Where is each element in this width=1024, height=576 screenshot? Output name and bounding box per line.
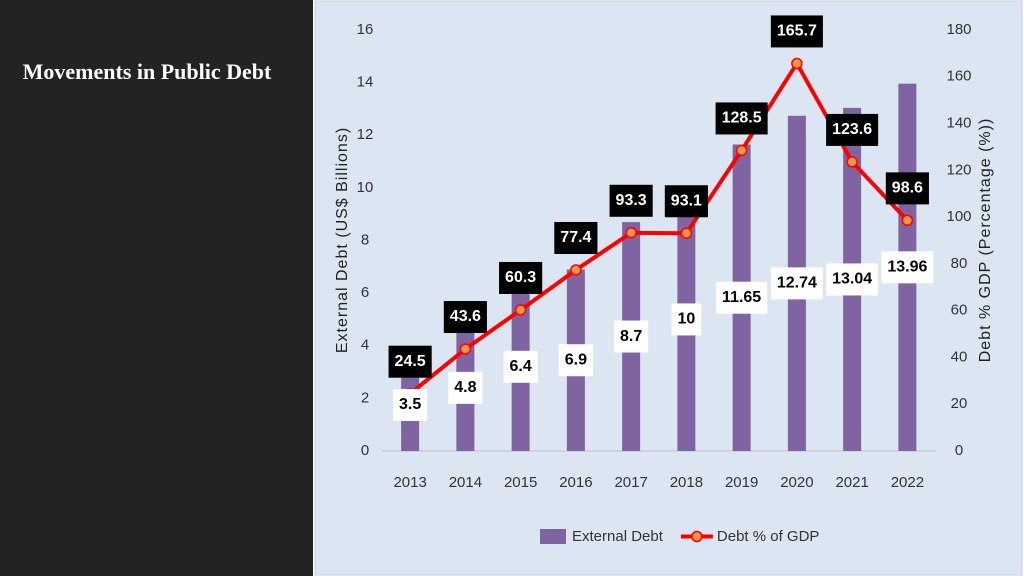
legend-swatch bbox=[691, 530, 703, 543]
x-tick-label: 2018 bbox=[670, 474, 703, 491]
data-label-box bbox=[609, 184, 653, 217]
y2-tick-label: 140 bbox=[946, 115, 971, 132]
y-axis-title: External Debt (US$ Billions) bbox=[334, 127, 351, 353]
legend-label: Debt % of GDP bbox=[717, 528, 820, 545]
data-label-box bbox=[388, 345, 432, 378]
data-label-box bbox=[664, 185, 708, 218]
data-label: 24.5 bbox=[395, 353, 426, 370]
data-label: 165.7 bbox=[777, 23, 817, 40]
legend-label: External Debt bbox=[572, 528, 664, 545]
x-tick-label: 2020 bbox=[780, 474, 813, 491]
data-label: 43.6 bbox=[450, 308, 481, 325]
data-label: 13.96 bbox=[887, 259, 927, 276]
y-tick-label: 0 bbox=[361, 442, 369, 459]
x-tick-label: 2015 bbox=[504, 474, 537, 491]
data-label-box bbox=[770, 15, 823, 48]
data-label-box bbox=[503, 350, 538, 383]
data-label-box bbox=[715, 102, 768, 135]
data-label: 10 bbox=[677, 311, 695, 328]
data-label: 11.65 bbox=[722, 289, 761, 306]
y-tick-label: 10 bbox=[357, 179, 374, 196]
legend-swatch bbox=[540, 529, 566, 544]
chart: External Debt (US$ Billions) Debt % GDP … bbox=[314, 0, 1023, 576]
x-tick-label: 2017 bbox=[614, 474, 647, 491]
x-tick-label: 2013 bbox=[393, 474, 426, 491]
data-label: 6.4 bbox=[510, 358, 532, 375]
y-tick-label: 4 bbox=[361, 337, 369, 354]
side-panel: Movements in Public Debt bbox=[0, 0, 313, 576]
data-label-box bbox=[558, 344, 593, 377]
data-label-box bbox=[826, 113, 879, 146]
data-label: 4.8 bbox=[454, 379, 476, 396]
data-label: 8.7 bbox=[620, 328, 642, 345]
line-marker bbox=[514, 304, 527, 316]
line-marker bbox=[901, 214, 914, 227]
data-label-box bbox=[716, 281, 768, 314]
line-marker bbox=[459, 343, 472, 355]
data-label: 123.6 bbox=[832, 121, 872, 138]
data-label: 98.6 bbox=[892, 180, 923, 197]
y-tick-label: 16 bbox=[357, 21, 374, 38]
y2-tick-label: 180 bbox=[946, 21, 971, 38]
data-label: 77.4 bbox=[560, 229, 591, 246]
data-label: 128.5 bbox=[722, 110, 762, 127]
line-marker bbox=[570, 264, 582, 276]
data-label-box bbox=[448, 371, 483, 404]
data-label: 12.74 bbox=[777, 275, 817, 292]
line-marker bbox=[625, 227, 637, 239]
data-label: 93.1 bbox=[671, 192, 702, 209]
y2-tick-label: 0 bbox=[955, 442, 963, 459]
y2-tick-label: 80 bbox=[951, 255, 968, 272]
line-marker bbox=[791, 57, 803, 70]
y2-tick-label: 20 bbox=[951, 395, 968, 412]
data-label-box bbox=[770, 267, 823, 300]
data-label-box bbox=[885, 172, 929, 205]
y2-tick-label: 40 bbox=[951, 348, 968, 365]
data-label-box bbox=[443, 301, 487, 334]
data-label: 6.9 bbox=[565, 351, 587, 368]
y-tick-label: 14 bbox=[357, 74, 374, 91]
data-label-box bbox=[614, 320, 649, 353]
x-tick-label: 2019 bbox=[725, 474, 758, 491]
x-tick-label: 2021 bbox=[835, 474, 868, 491]
data-label: 93.3 bbox=[616, 192, 647, 209]
y-tick-label: 8 bbox=[361, 231, 369, 248]
data-label: 60.3 bbox=[505, 269, 536, 286]
line bbox=[408, 61, 909, 396]
y-tick-label: 12 bbox=[357, 126, 374, 143]
y2-tick-label: 160 bbox=[946, 68, 971, 85]
x-tick-label: 2014 bbox=[449, 474, 482, 491]
data-label: 13.04 bbox=[832, 271, 872, 288]
data-label: 3.5 bbox=[399, 396, 421, 413]
line-marker bbox=[846, 156, 858, 168]
line-marker bbox=[735, 144, 748, 157]
line-marker bbox=[680, 227, 693, 239]
data-label-box bbox=[671, 303, 702, 336]
x-tick-label: 2016 bbox=[559, 474, 592, 491]
data-label-box bbox=[554, 221, 598, 254]
data-label-box bbox=[881, 251, 934, 284]
y2-tick-label: 100 bbox=[946, 208, 971, 225]
data-label-box bbox=[826, 263, 879, 296]
y-tick-label: 2 bbox=[361, 389, 369, 406]
data-label-box bbox=[393, 388, 428, 421]
y2-tick-label: 60 bbox=[951, 302, 968, 319]
x-tick-label: 2022 bbox=[891, 474, 924, 491]
y2-tick-label: 120 bbox=[946, 161, 971, 178]
y-tick-label: 6 bbox=[361, 284, 369, 301]
slide-title: Movements in Public Debt bbox=[22, 59, 272, 84]
y2-axis-title: Debt % GDP (Percentage (%)) bbox=[977, 118, 994, 363]
data-label-box bbox=[499, 261, 543, 294]
